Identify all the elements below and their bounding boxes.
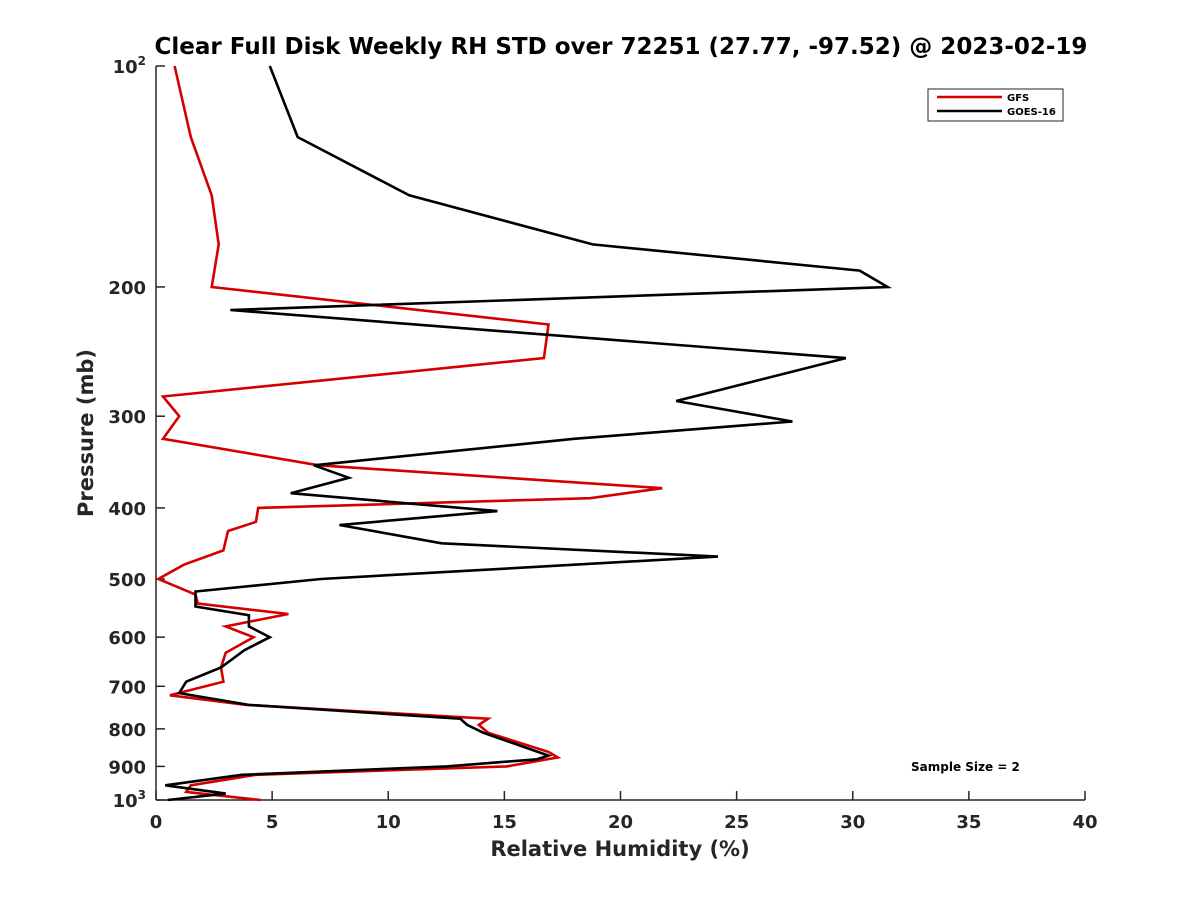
y-tick-label: 400 bbox=[108, 499, 146, 520]
series-line-goes-16 bbox=[165, 65, 893, 802]
y-tick-label: 900 bbox=[108, 757, 146, 778]
sample-size-annotation: Sample Size = 2 bbox=[911, 760, 1020, 774]
y-tick-label: 200 bbox=[108, 278, 146, 299]
x-tick-label: 35 bbox=[956, 812, 981, 833]
series-layer bbox=[155, 65, 893, 802]
legend: GFS GOES-16 bbox=[927, 88, 1064, 122]
y-tick-label: 700 bbox=[108, 677, 146, 698]
legend-label-gfs: GFS bbox=[1007, 93, 1029, 104]
y-tick-label: 600 bbox=[108, 628, 146, 649]
y-tick-label: 103 bbox=[113, 788, 146, 812]
x-tick-label: 10 bbox=[376, 812, 401, 833]
x-tick-label: 25 bbox=[724, 812, 749, 833]
legend-box bbox=[927, 88, 1064, 122]
legend-label-goes-16: GOES-16 bbox=[1007, 107, 1056, 118]
y-axis-label: Pressure (mb) bbox=[74, 349, 98, 517]
x-ticks: 0 5 10 15 20 25 30 35 40 bbox=[150, 791, 1098, 833]
y-tick-label: 500 bbox=[108, 570, 146, 591]
x-tick-label: 30 bbox=[840, 812, 865, 833]
series-line-gfs bbox=[155, 65, 663, 802]
plot-area bbox=[155, 66, 1085, 801]
x-tick-label: 0 bbox=[150, 812, 163, 833]
x-axis-label: Relative Humidity (%) bbox=[490, 837, 749, 861]
y-ticks: 102 200 300 400 500 600 700 800 900 103 bbox=[108, 54, 165, 812]
chart-title: Clear Full Disk Weekly RH STD over 72251… bbox=[155, 34, 1088, 60]
x-tick-label: 5 bbox=[266, 812, 279, 833]
y-tick-label: 800 bbox=[108, 720, 146, 741]
x-tick-label: 15 bbox=[492, 812, 517, 833]
x-tick-label: 40 bbox=[1072, 812, 1097, 833]
y-tick-label: 102 bbox=[113, 54, 146, 78]
x-tick-label: 20 bbox=[608, 812, 633, 833]
y-tick-label: 300 bbox=[108, 407, 146, 428]
